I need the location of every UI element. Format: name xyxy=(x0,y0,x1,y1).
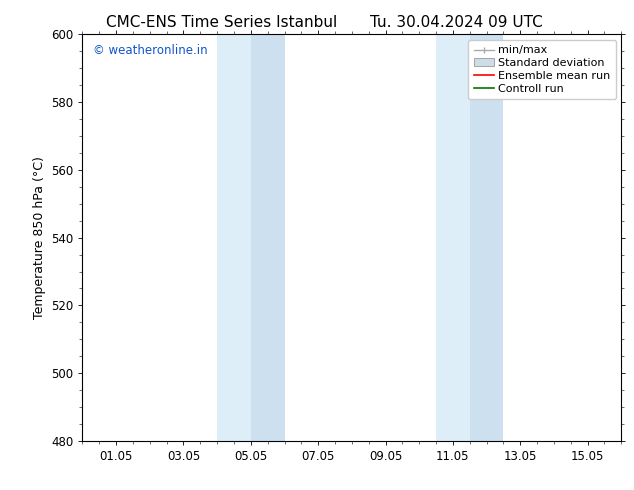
Bar xyxy=(436,34,470,441)
Bar xyxy=(217,34,251,441)
Legend: min/max, Standard deviation, Ensemble mean run, Controll run: min/max, Standard deviation, Ensemble me… xyxy=(468,40,616,99)
Text: © weatheronline.in: © weatheronline.in xyxy=(93,45,208,57)
Text: CMC-ENS Time Series Istanbul: CMC-ENS Time Series Istanbul xyxy=(107,15,337,30)
Bar xyxy=(470,34,503,441)
Bar xyxy=(251,34,285,441)
Y-axis label: Temperature 850 hPa (°C): Temperature 850 hPa (°C) xyxy=(32,156,46,319)
Text: Tu. 30.04.2024 09 UTC: Tu. 30.04.2024 09 UTC xyxy=(370,15,543,30)
